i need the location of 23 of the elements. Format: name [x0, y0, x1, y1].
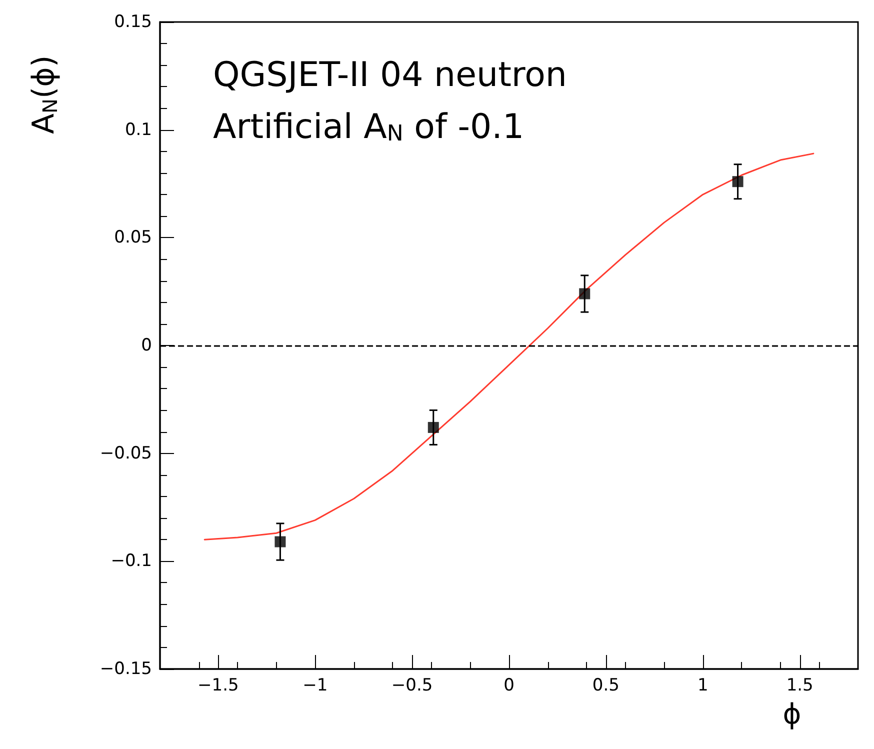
point — [274, 536, 286, 548]
x-tick-label: 0.5 — [592, 676, 620, 696]
x-tick-label: −1.5 — [198, 676, 239, 696]
annotation: QGSJET-II 04 neutron — [213, 55, 567, 95]
point — [732, 176, 744, 188]
point — [428, 422, 439, 433]
point — [579, 288, 590, 300]
x-tick-label: −0.5 — [391, 676, 433, 696]
y-axis-title: AN(ϕ) — [26, 55, 62, 134]
x-axis-title: ϕ — [782, 698, 802, 730]
y-tick-label: −0.1 — [110, 551, 152, 572]
y-tick-label: 0.05 — [114, 228, 152, 248]
x-tick-label: −1 — [302, 676, 328, 696]
x-tick-label: 1 — [697, 676, 708, 696]
y-tick-label: −0.05 — [100, 443, 152, 464]
y-tick-label: −0.15 — [100, 659, 152, 679]
line-series — [204, 152, 814, 540]
x-tick-label: 0 — [504, 676, 514, 696]
y-tick-label: 0.15 — [114, 12, 152, 32]
y-tick-label: 0 — [141, 336, 152, 356]
y-tick-label: 0.1 — [124, 120, 152, 140]
annotation: Artificial AN of -0.1 — [213, 107, 524, 147]
x-tick-label: 1.5 — [786, 676, 814, 696]
